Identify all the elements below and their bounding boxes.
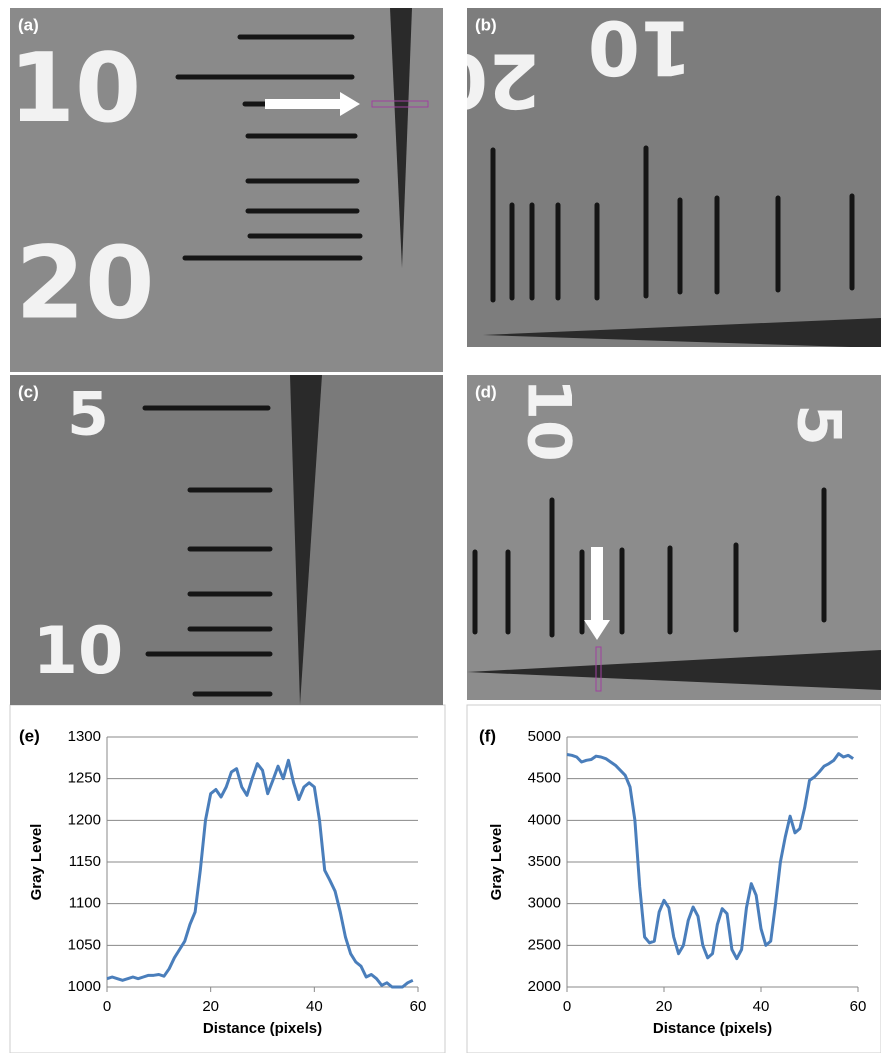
x-tick-label: 60	[410, 998, 427, 1015]
x-tick-label: 40	[753, 998, 770, 1015]
image-panel: 10 5	[467, 375, 881, 700]
y-tick-label: 1100	[69, 895, 101, 912]
roi-marker	[595, 646, 602, 692]
image-panel: 10 20	[436, 3, 881, 347]
chart-title: (f)	[479, 726, 496, 745]
panel-label: (b)	[475, 15, 497, 34]
y-tick-label: 4500	[528, 770, 561, 787]
panel-label: (d)	[475, 382, 497, 401]
panel-background	[10, 8, 443, 372]
panel-label: (a)	[18, 15, 39, 34]
x-axis-label: Distance (pixels)	[203, 1020, 322, 1037]
y-tick-label: 4000	[528, 811, 561, 828]
panel-numeral: 10	[9, 34, 141, 144]
x-tick-label: 0	[103, 998, 111, 1015]
arrow	[265, 92, 360, 116]
panel-numeral: 5	[67, 380, 109, 450]
image-panel: 10 20	[9, 8, 443, 372]
wedge-pattern	[467, 650, 881, 690]
panel-numeral: 5	[783, 404, 853, 446]
arrow	[584, 547, 610, 640]
x-tick-label: 40	[306, 998, 323, 1015]
y-axis-label: Gray Level	[488, 824, 505, 901]
y-tick-label: 1000	[68, 978, 101, 995]
x-tick-label: 20	[202, 998, 219, 1015]
panel-numeral: 10	[588, 3, 692, 91]
x-axis-label: Distance (pixels)	[653, 1020, 772, 1037]
panel-numeral: 20	[436, 36, 540, 124]
y-tick-label: 1150	[69, 853, 101, 870]
wedge-pattern	[483, 318, 881, 347]
y-tick-label: 1050	[68, 936, 101, 953]
panel-background	[10, 375, 443, 705]
data-line	[566, 752, 855, 961]
y-tick-label: 2000	[528, 978, 561, 995]
y-tick-label: 1300	[68, 728, 101, 745]
y-axis-label: Gray Level	[28, 824, 45, 901]
panel-numeral: 10	[33, 614, 123, 689]
data-line	[106, 758, 414, 989]
y-tick-label: 5000	[528, 728, 561, 745]
chart-frame	[9, 704, 446, 1054]
x-tick-label: 0	[563, 998, 571, 1015]
y-tick-label: 2500	[528, 936, 561, 953]
panel-label: (c)	[18, 382, 39, 401]
panel-background	[467, 8, 881, 347]
x-tick-label: 60	[850, 998, 867, 1015]
x-tick-label: 20	[656, 998, 673, 1015]
panel-numeral: 20	[15, 224, 154, 341]
chart-title: (e)	[19, 726, 40, 745]
roi-marker	[371, 100, 429, 108]
panel-background	[467, 375, 881, 700]
y-tick-label: 1200	[68, 811, 101, 828]
wedge-pattern	[290, 375, 322, 705]
y-tick-label: 3500	[528, 853, 561, 870]
image-panel: 5 10	[10, 375, 443, 705]
y-tick-label: 3000	[528, 895, 561, 912]
panel-numeral: 10	[513, 378, 583, 462]
y-tick-label: 1250	[68, 770, 101, 787]
wedge-pattern	[390, 8, 412, 268]
chart-frame	[466, 704, 881, 1054]
